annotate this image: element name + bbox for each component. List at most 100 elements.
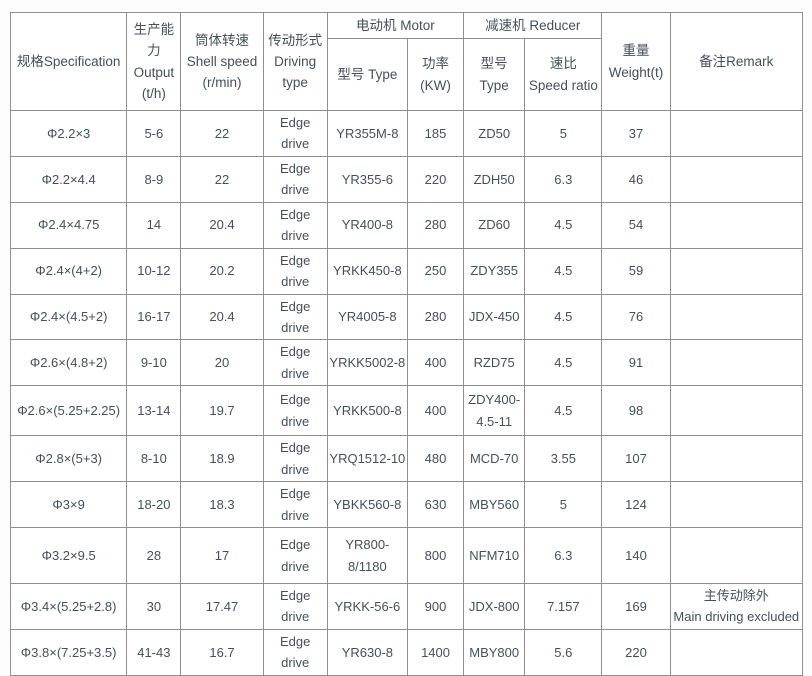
header-speed-ratio: 速比 Speed ratio — [524, 38, 603, 111]
cell-speed-ratio: 3.55 — [524, 435, 603, 483]
header-output: 生产能 力 Output (t/h) — [126, 12, 182, 111]
cell-motor-type: YR4005-8 — [326, 293, 408, 341]
cell-speed-ratio: 4.5 — [524, 385, 603, 437]
cell-speed-ratio: 5.6 — [524, 628, 603, 676]
cell-specification: Φ2.8×(5+3) — [9, 435, 128, 483]
table-header: 规格Specification 生产能 力 Output (t/h) 筒体转速 … — [9, 12, 804, 111]
cell-shell-speed: 18.9 — [180, 435, 264, 483]
cell-output: 5-6 — [126, 110, 182, 157]
cell-reducer-type: MBY800 — [463, 628, 526, 676]
cell-speed-ratio: 7.157 — [524, 583, 603, 630]
cell-weight: 54 — [601, 201, 671, 249]
cell-remark: 主传动除外 Main driving excluded — [669, 583, 804, 630]
cell-remark — [669, 481, 804, 528]
cell-weight: 169 — [601, 583, 671, 630]
cell-motor-power: 280 — [406, 293, 465, 341]
table-row: Φ2.4×4.75 14 20.4 Edge drive YR400-8 280… — [9, 201, 804, 249]
header-remark: 备注Remark — [669, 12, 804, 111]
cell-output: 14 — [126, 201, 182, 249]
cell-shell-speed: 19.7 — [180, 385, 264, 437]
cell-specification: Φ2.4×4.75 — [9, 201, 128, 249]
cell-shell-speed: 17 — [180, 527, 264, 584]
header-motor-group: 电动机 Motor — [326, 12, 465, 39]
header-reducer-group: 减速机 Reducer — [463, 12, 603, 39]
cell-motor-type: YRKK-56-6 — [326, 583, 408, 630]
cell-reducer-type: JDX-800 — [463, 583, 526, 630]
cell-specification: Φ2.6×(4.8+2) — [9, 339, 128, 387]
cell-driving-type: Edge drive — [262, 385, 328, 437]
cell-driving-type: Edge drive — [262, 628, 328, 676]
header-shell-speed: 筒体转速 Shell speed (r/min) — [180, 12, 264, 111]
table-row: Φ2.8×(5+3) 8-10 18.9 Edge drive YRQ1512-… — [9, 435, 804, 483]
cell-driving-type: Edge drive — [262, 247, 328, 295]
table-row: Φ2.4×(4.5+2) 16-17 20.4 Edge drive YR400… — [9, 293, 804, 341]
specification-table: 规格Specification 生产能 力 Output (t/h) 筒体转速 … — [9, 12, 804, 676]
cell-motor-type: YR800- 8/1180 — [326, 527, 408, 584]
cell-specification: Φ3.4×(5.25+2.8) — [9, 583, 128, 630]
table-row: Φ2.4×(4+2) 10-12 20.2 Edge drive YRKK450… — [9, 247, 804, 295]
cell-reducer-type: RZD75 — [463, 339, 526, 387]
table-row: Φ3.4×(5.25+2.8) 30 17.47 Edge drive YRKK… — [9, 583, 804, 630]
header-group-row: 规格Specification 生产能 力 Output (t/h) 筒体转速 … — [9, 12, 804, 111]
cell-motor-power: 630 — [406, 481, 465, 528]
cell-specification: Φ2.4×(4.5+2) — [9, 293, 128, 341]
cell-motor-type: YRQ1512-10 — [326, 435, 408, 483]
cell-driving-type: Edge drive — [262, 527, 328, 584]
table-body: Φ2.2×3 5-6 22 Edge drive YR355M-8 185 ZD… — [9, 110, 804, 676]
cell-speed-ratio: 4.5 — [524, 339, 603, 387]
cell-weight: 76 — [601, 293, 671, 341]
cell-motor-type: YR355M-8 — [326, 110, 408, 157]
cell-motor-type: YRKK450-8 — [326, 247, 408, 295]
cell-shell-speed: 17.47 — [180, 583, 264, 630]
cell-remark — [669, 385, 804, 437]
cell-output: 41-43 — [126, 628, 182, 676]
cell-shell-speed: 22 — [180, 110, 264, 157]
cell-output: 10-12 — [126, 247, 182, 295]
cell-motor-power: 900 — [406, 583, 465, 630]
cell-reducer-type: MCD-70 — [463, 435, 526, 483]
cell-reducer-type: ZD60 — [463, 201, 526, 249]
cell-driving-type: Edge drive — [262, 201, 328, 249]
cell-motor-type: YBKK560-8 — [326, 481, 408, 528]
cell-specification: Φ2.4×(4+2) — [9, 247, 128, 295]
cell-speed-ratio: 6.3 — [524, 527, 603, 584]
cell-specification: Φ2.2×3 — [9, 110, 128, 157]
cell-weight: 98 — [601, 385, 671, 437]
cell-weight: 59 — [601, 247, 671, 295]
cell-motor-type: YR400-8 — [326, 201, 408, 249]
cell-shell-speed: 20.4 — [180, 201, 264, 249]
cell-driving-type: Edge drive — [262, 583, 328, 630]
cell-motor-power: 480 — [406, 435, 465, 483]
cell-output: 28 — [126, 527, 182, 584]
cell-remark — [669, 155, 804, 203]
cell-reducer-type: NFM710 — [463, 527, 526, 584]
cell-reducer-type: ZDH50 — [463, 155, 526, 203]
cell-specification: Φ2.6×(5.25+2.25) — [9, 385, 128, 437]
table-row: Φ3.2×9.5 28 17 Edge drive YR800- 8/1180 … — [9, 527, 804, 584]
table-row: Φ2.2×3 5-6 22 Edge drive YR355M-8 185 ZD… — [9, 110, 804, 157]
header-reducer-type: 型号 Type — [463, 38, 526, 111]
cell-shell-speed: 16.7 — [180, 628, 264, 676]
table-row: Φ2.6×(4.8+2) 9-10 20 Edge drive YRKK5002… — [9, 339, 804, 387]
header-driving-type: 传动形式 Driving type — [262, 12, 328, 111]
cell-motor-type: YRKK5002-8 — [326, 339, 408, 387]
cell-weight: 124 — [601, 481, 671, 528]
cell-remark — [669, 435, 804, 483]
cell-driving-type: Edge drive — [262, 435, 328, 483]
cell-reducer-type: JDX-450 — [463, 293, 526, 341]
cell-output: 30 — [126, 583, 182, 630]
cell-driving-type: Edge drive — [262, 110, 328, 157]
cell-specification: Φ3.8×(7.25+3.5) — [9, 628, 128, 676]
cell-remark — [669, 339, 804, 387]
cell-driving-type: Edge drive — [262, 339, 328, 387]
cell-speed-ratio: 6.3 — [524, 155, 603, 203]
cell-weight: 37 — [601, 110, 671, 157]
cell-remark — [669, 110, 804, 157]
header-specification: 规格Specification — [9, 12, 128, 111]
cell-speed-ratio: 4.5 — [524, 201, 603, 249]
cell-speed-ratio: 5 — [524, 481, 603, 528]
header-motor-power: 功率 (KW) — [406, 38, 465, 111]
cell-weight: 91 — [601, 339, 671, 387]
cell-remark — [669, 628, 804, 676]
cell-specification: Φ3×9 — [9, 481, 128, 528]
